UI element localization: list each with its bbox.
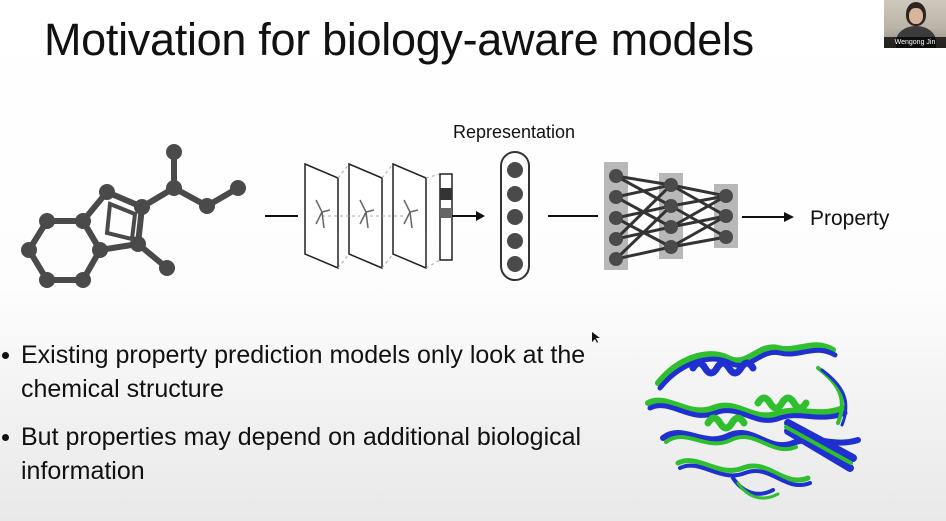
bullet-text: Existing property prediction models only… (21, 341, 586, 403)
molecule-graph-icon (25, 152, 240, 283)
bullet-item: But properties may depend on additional … (0, 420, 590, 488)
protein-structure-icon (645, 342, 861, 500)
participant-video-tile[interactable]: Wengong Jin (884, 0, 946, 48)
representation-vector-icon (500, 151, 530, 281)
graph-conv-layers-icon (304, 162, 485, 270)
bullet-dot-icon (2, 352, 9, 359)
model-diagram: Representation (21, 122, 890, 288)
property-label: Property (810, 207, 890, 230)
participant-face (909, 8, 923, 24)
bullet-text: But properties may depend on additional … (21, 423, 582, 485)
molecule-atoms (21, 144, 246, 288)
bullet-list: Existing property prediction models only… (0, 338, 590, 502)
bullet-item: Existing property prediction models only… (0, 338, 590, 406)
participant-name: Wengong Jin (884, 37, 946, 48)
mouse-cursor-icon (592, 332, 600, 343)
representation-label: Representation (453, 122, 575, 142)
bullet-dot-icon (2, 434, 9, 441)
neural-network-icon (604, 162, 794, 270)
slide-title: Motivation for biology-aware models (44, 14, 754, 65)
